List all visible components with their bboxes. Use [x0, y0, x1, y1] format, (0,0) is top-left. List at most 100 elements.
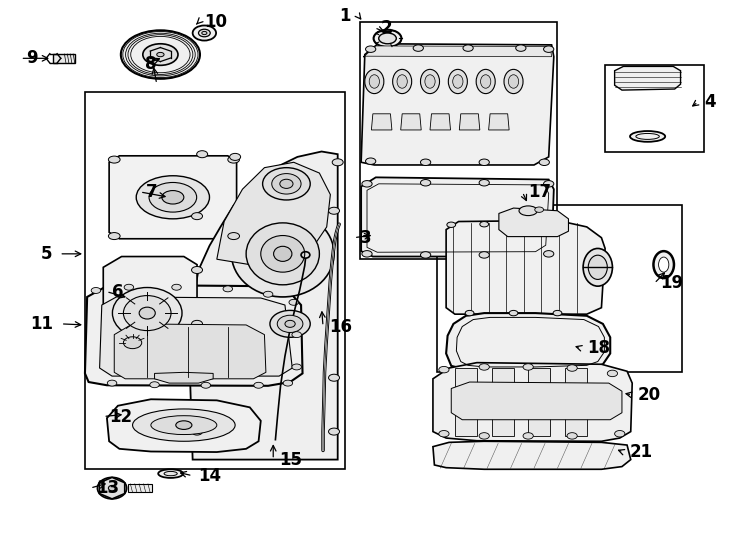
Ellipse shape [448, 69, 468, 93]
Ellipse shape [523, 433, 534, 439]
Ellipse shape [516, 45, 526, 51]
Ellipse shape [366, 46, 376, 52]
Polygon shape [99, 477, 125, 499]
Text: 4: 4 [704, 93, 716, 111]
Ellipse shape [421, 252, 431, 258]
Ellipse shape [283, 380, 293, 386]
Ellipse shape [201, 382, 211, 388]
Ellipse shape [509, 75, 519, 88]
Text: 9: 9 [26, 49, 38, 68]
Polygon shape [361, 44, 554, 165]
Ellipse shape [439, 367, 449, 373]
Text: 2: 2 [380, 18, 392, 37]
Text: 13: 13 [96, 479, 119, 497]
Ellipse shape [270, 310, 310, 338]
Ellipse shape [369, 75, 379, 88]
Text: 18: 18 [586, 339, 610, 357]
Ellipse shape [479, 159, 490, 165]
Ellipse shape [329, 207, 340, 214]
Polygon shape [459, 114, 480, 130]
Ellipse shape [479, 364, 490, 370]
Ellipse shape [333, 159, 344, 166]
Ellipse shape [365, 69, 384, 93]
Ellipse shape [439, 430, 449, 437]
Ellipse shape [133, 409, 235, 441]
Ellipse shape [292, 332, 302, 338]
Ellipse shape [277, 315, 303, 333]
Ellipse shape [109, 485, 116, 491]
Ellipse shape [480, 221, 489, 227]
Text: 19: 19 [660, 274, 683, 293]
Ellipse shape [607, 370, 617, 376]
Ellipse shape [175, 421, 192, 429]
Polygon shape [109, 156, 236, 239]
Ellipse shape [519, 206, 537, 215]
Polygon shape [401, 114, 421, 130]
Ellipse shape [202, 31, 207, 35]
Text: 15: 15 [279, 450, 302, 469]
Ellipse shape [292, 364, 302, 370]
Ellipse shape [362, 251, 372, 257]
Polygon shape [100, 297, 292, 376]
Ellipse shape [254, 382, 264, 388]
Text: 6: 6 [112, 282, 123, 301]
Polygon shape [54, 54, 76, 63]
Ellipse shape [583, 248, 612, 286]
Ellipse shape [192, 213, 203, 220]
Ellipse shape [397, 75, 407, 88]
Ellipse shape [162, 191, 184, 204]
Ellipse shape [479, 252, 490, 258]
Ellipse shape [223, 286, 233, 292]
Ellipse shape [479, 433, 490, 439]
Ellipse shape [425, 75, 435, 88]
Text: 1: 1 [339, 7, 351, 25]
Ellipse shape [523, 364, 534, 370]
Text: 17: 17 [528, 183, 551, 201]
Ellipse shape [109, 233, 120, 240]
Text: 20: 20 [638, 386, 661, 404]
Ellipse shape [509, 310, 518, 316]
Ellipse shape [329, 374, 340, 381]
Ellipse shape [280, 179, 293, 188]
Ellipse shape [231, 211, 334, 297]
Bar [360, 22, 558, 259]
Ellipse shape [653, 251, 674, 278]
Ellipse shape [535, 207, 544, 212]
Ellipse shape [123, 295, 171, 330]
Text: 21: 21 [629, 443, 653, 461]
Ellipse shape [274, 246, 292, 261]
Ellipse shape [374, 30, 401, 47]
Ellipse shape [192, 25, 216, 40]
Ellipse shape [228, 233, 239, 240]
Ellipse shape [192, 428, 203, 435]
Ellipse shape [192, 374, 203, 381]
Ellipse shape [172, 284, 181, 290]
Text: 3: 3 [360, 228, 371, 247]
Ellipse shape [139, 307, 156, 319]
Ellipse shape [192, 267, 203, 273]
Polygon shape [371, 114, 392, 130]
Ellipse shape [421, 69, 440, 93]
Ellipse shape [230, 153, 241, 160]
Ellipse shape [658, 257, 669, 272]
Ellipse shape [228, 156, 239, 163]
Ellipse shape [421, 179, 431, 186]
Polygon shape [528, 368, 550, 436]
Ellipse shape [150, 382, 159, 388]
Ellipse shape [117, 333, 148, 353]
Ellipse shape [544, 251, 554, 257]
Text: 16: 16 [329, 318, 352, 335]
Polygon shape [489, 114, 509, 130]
Ellipse shape [91, 287, 101, 293]
Ellipse shape [544, 180, 554, 187]
Polygon shape [361, 177, 554, 256]
Bar [437, 205, 682, 373]
Polygon shape [217, 163, 330, 265]
Ellipse shape [98, 477, 127, 499]
Polygon shape [433, 363, 632, 441]
Polygon shape [128, 484, 153, 492]
Ellipse shape [481, 75, 491, 88]
Ellipse shape [121, 30, 200, 79]
Ellipse shape [263, 167, 310, 200]
Polygon shape [446, 313, 610, 372]
